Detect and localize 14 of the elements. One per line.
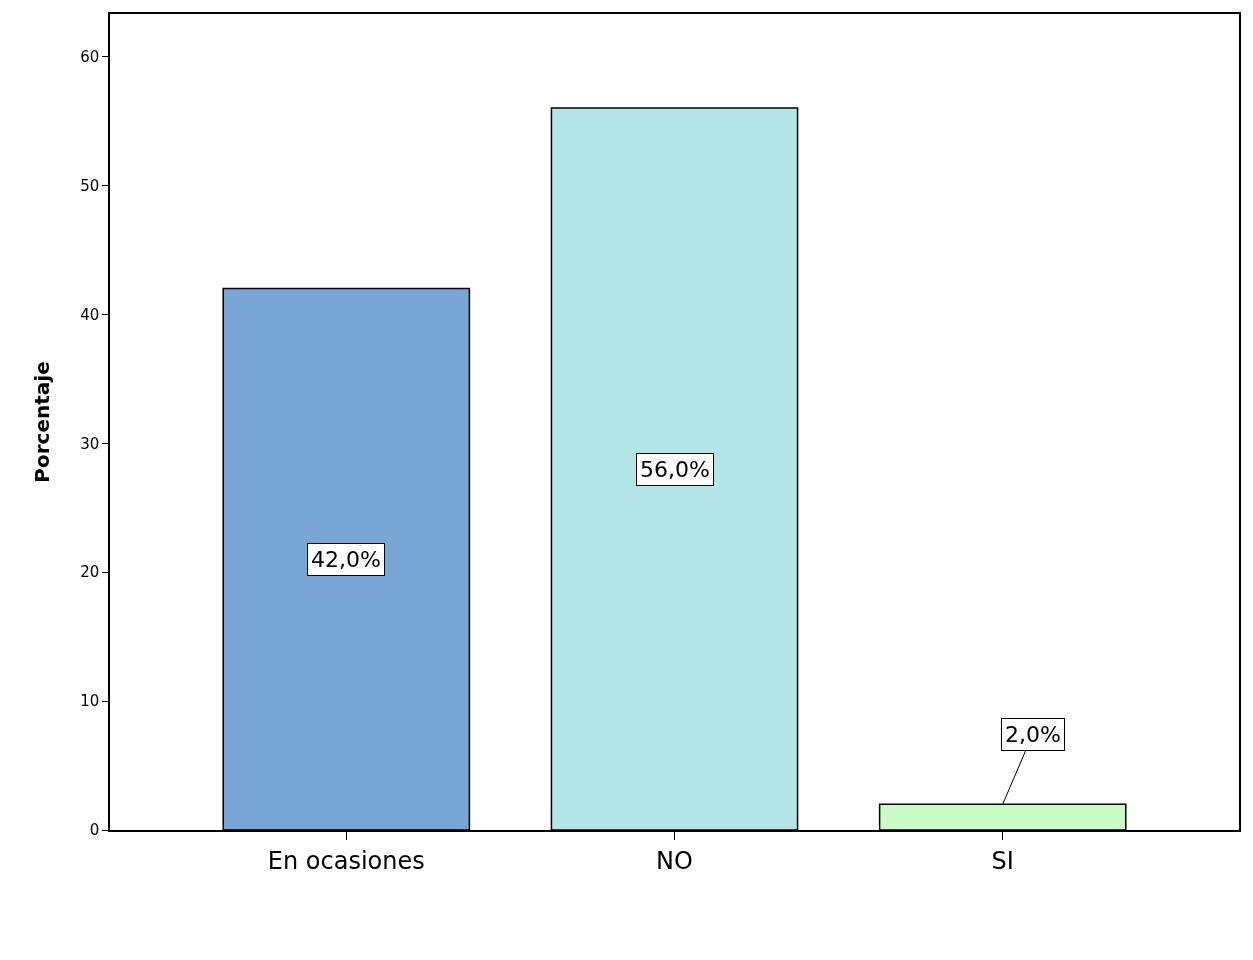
- y-axis-title: Porcentaje: [30, 361, 55, 483]
- data-label: 2,0%: [1005, 722, 1061, 747]
- data-label: 56,0%: [640, 457, 710, 482]
- x-tick-label: NO: [656, 846, 693, 875]
- x-tick-label: SI: [991, 846, 1014, 875]
- data-label: 42,0%: [311, 547, 381, 572]
- y-tick-label: 50: [80, 176, 100, 195]
- y-tick-label: 10: [80, 692, 100, 711]
- x-tick-label: En ocasiones: [267, 846, 425, 875]
- y-tick-label: 40: [80, 305, 100, 324]
- y-tick-label: 60: [80, 47, 100, 66]
- y-tick-label: 20: [80, 563, 100, 582]
- y-tick-label: 30: [80, 434, 100, 453]
- y-tick-label: 0: [89, 821, 100, 840]
